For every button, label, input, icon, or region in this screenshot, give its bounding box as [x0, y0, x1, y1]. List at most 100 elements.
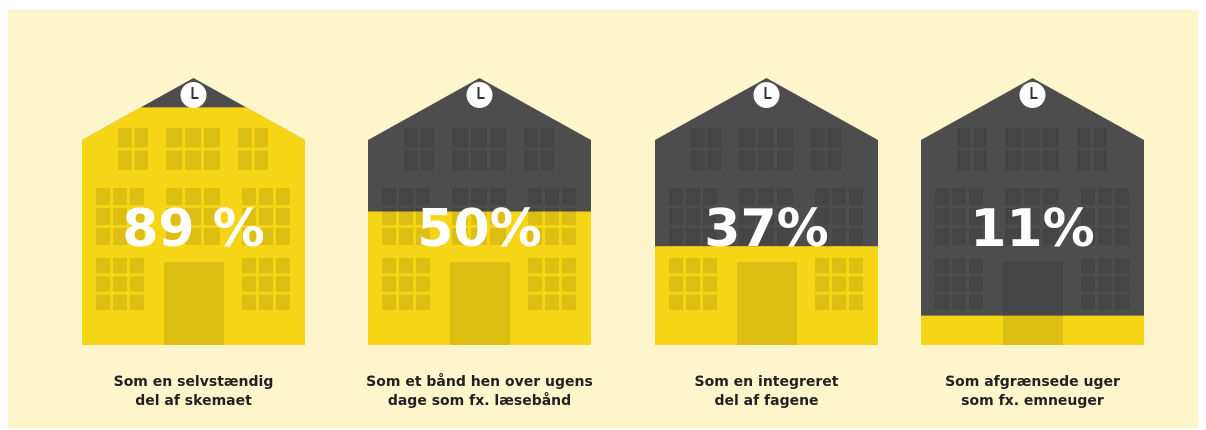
window-pane	[669, 276, 683, 291]
window-pane	[952, 295, 966, 310]
window-pane	[1094, 151, 1108, 171]
window-pane	[1098, 188, 1112, 205]
window-pane	[815, 295, 829, 310]
category-label: Som en integreret del af fagene	[617, 373, 917, 411]
category-label: Som en selvstændig del af skemaet	[44, 373, 344, 411]
window-pane	[259, 295, 273, 310]
window-pane	[166, 128, 182, 148]
window-pane	[416, 276, 430, 291]
window-pane	[811, 128, 825, 148]
window-pane	[669, 188, 683, 205]
window-pane	[739, 151, 755, 171]
window-pane	[118, 151, 132, 171]
window-pane	[399, 188, 413, 205]
window-pane	[686, 188, 700, 205]
window-pane	[130, 258, 144, 273]
window-pane	[562, 295, 576, 310]
window-pane	[1043, 151, 1059, 171]
window-pane	[777, 128, 793, 148]
window-pane	[528, 258, 542, 273]
window-pane	[416, 295, 430, 310]
window-pane	[541, 151, 555, 171]
window-pane	[849, 295, 863, 310]
window-pane	[1024, 128, 1040, 148]
window-pane	[1098, 276, 1112, 291]
window-pane	[452, 151, 468, 171]
window-pane	[259, 258, 273, 273]
window-pane	[758, 151, 774, 171]
window-pane	[1098, 295, 1112, 310]
window-pane	[686, 228, 700, 245]
window-pane	[399, 208, 413, 225]
door	[450, 262, 510, 345]
window-pane	[382, 228, 396, 245]
window-pane	[969, 295, 983, 310]
window-pane	[404, 151, 418, 171]
window-pane	[703, 258, 717, 273]
window-pane	[545, 295, 559, 310]
window-pane	[528, 295, 542, 310]
window-pane	[849, 188, 863, 205]
window-pane	[1077, 128, 1091, 148]
window-pane	[204, 128, 220, 148]
window-pane	[545, 208, 559, 225]
window-pane	[96, 188, 110, 205]
window-pane	[1115, 188, 1129, 205]
window-pane	[135, 128, 149, 148]
window-pane	[832, 188, 846, 205]
window-pane	[421, 128, 435, 148]
window-pane	[452, 128, 468, 148]
window-pane	[562, 276, 576, 291]
window-pane	[1115, 276, 1129, 291]
window-pane	[490, 128, 506, 148]
window-pane	[708, 151, 722, 171]
window-pane	[1043, 128, 1059, 148]
window-pane	[1024, 151, 1040, 171]
window-pane	[242, 258, 256, 273]
door	[164, 262, 224, 345]
window-pane	[421, 151, 435, 171]
window-pane	[524, 151, 538, 171]
window-pane	[382, 188, 396, 205]
window-pane	[204, 151, 220, 171]
window-pane	[471, 151, 487, 171]
window-pane	[691, 128, 705, 148]
window-pane	[974, 128, 988, 148]
window-pane	[686, 258, 700, 273]
window-pane	[399, 228, 413, 245]
value-label: 37%	[704, 199, 828, 259]
window-pane	[242, 295, 256, 310]
window-pane	[1098, 208, 1112, 225]
window-pane	[382, 208, 396, 225]
window-pane	[669, 208, 683, 225]
window-pane	[849, 228, 863, 245]
window-pane	[528, 276, 542, 291]
window-pane	[777, 151, 793, 171]
window-pane	[545, 228, 559, 245]
window-pane	[113, 295, 127, 310]
window-pane	[969, 276, 983, 291]
window-pane	[185, 128, 201, 148]
window-pane	[1115, 295, 1129, 310]
value-label: 11%	[970, 199, 1094, 259]
window-pane	[541, 128, 555, 148]
window-pane	[382, 258, 396, 273]
window-pane	[1077, 151, 1091, 171]
window-pane	[1005, 128, 1021, 148]
window-pane	[399, 276, 413, 291]
window-pane	[952, 208, 966, 225]
window-pane	[849, 258, 863, 273]
window-pane	[242, 276, 256, 291]
window-pane	[545, 188, 559, 205]
value-label: 89 %	[122, 199, 265, 259]
window-pane	[276, 276, 290, 291]
window-pane	[811, 151, 825, 171]
window-pane	[974, 151, 988, 171]
door	[1003, 262, 1063, 345]
window-pane	[399, 295, 413, 310]
window-pane	[935, 258, 949, 273]
window-pane	[276, 208, 290, 225]
window-pane	[96, 276, 110, 291]
window-pane	[545, 258, 559, 273]
infographic: 89 %50%37%11% Som en selvstændig del af …	[0, 0, 1206, 430]
